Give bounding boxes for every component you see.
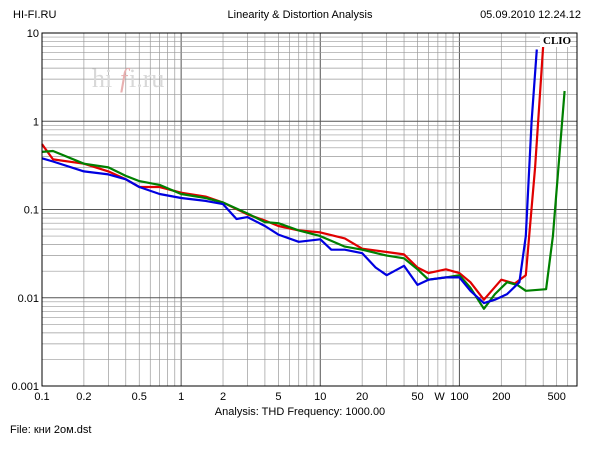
x-tick-label: 2: [220, 391, 226, 403]
x-tick-label: 100: [450, 391, 468, 403]
watermark-left: hi: [92, 64, 112, 93]
chart-title: Linearity & Distortion Analysis: [227, 9, 373, 21]
y-tick-label: 10: [27, 28, 39, 40]
clio-badge: CLIO: [543, 35, 572, 47]
watermark: hi f i.ru: [92, 64, 164, 93]
clio-badge-bg: [540, 34, 570, 47]
x-tick-label: 0.2: [76, 391, 91, 403]
series-line-2: [41, 90, 566, 310]
x-tick-label: 0.5: [132, 391, 147, 403]
watermark-accent: f: [120, 64, 131, 93]
y-tick-label: 0.001: [11, 381, 39, 393]
watermark-right: i.ru: [129, 64, 164, 93]
file-name: File: кни 2ом.dst: [10, 424, 92, 436]
y-tick-label: 1: [33, 116, 39, 128]
x-tick-label: 50: [411, 391, 423, 403]
x-tick-label: 0.1: [34, 391, 49, 403]
x-tick-label: 20: [356, 391, 368, 403]
x-tick-label: 5: [275, 391, 281, 403]
x-tick-label: 1: [178, 391, 184, 403]
series-group: [41, 45, 566, 310]
x-tick-label: W: [434, 391, 445, 403]
plot-frame: [41, 32, 578, 387]
analysis-info: Analysis: THD Frequency: 1000.00: [214, 406, 386, 418]
site-label: HI-FI.RU: [13, 9, 57, 21]
series-line-3: [41, 49, 538, 305]
x-tick-label: 200: [492, 391, 510, 403]
x-tick-label: 10: [314, 391, 326, 403]
y-tick-label: 0.01: [18, 293, 39, 305]
x-axis-ticks: 0.1 0.2 0.5 1 2 5 10 20 50 W 100 200 500: [34, 391, 565, 403]
y-tick-label: 0.1: [24, 205, 39, 217]
y-axis-ticks: 10 1 0.1 0.01 0.001: [11, 28, 39, 393]
timestamp: 05.09.2010 12.24.12: [480, 9, 581, 21]
x-tick-label: 500: [547, 391, 565, 403]
